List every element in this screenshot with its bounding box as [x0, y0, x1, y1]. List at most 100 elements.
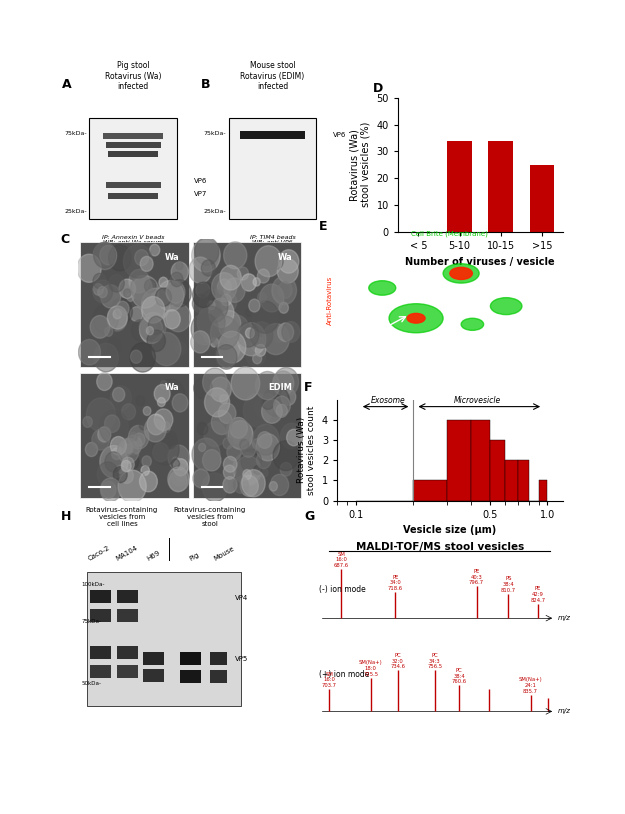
Text: 75kDa-: 75kDa- — [82, 619, 102, 624]
Circle shape — [93, 243, 116, 269]
Text: H: H — [61, 510, 71, 523]
Circle shape — [134, 433, 145, 446]
Circle shape — [144, 417, 166, 442]
Circle shape — [79, 339, 101, 365]
Circle shape — [235, 456, 261, 486]
Circle shape — [98, 427, 111, 442]
Circle shape — [258, 431, 272, 449]
Circle shape — [131, 320, 150, 341]
Circle shape — [246, 309, 253, 317]
Circle shape — [134, 250, 149, 265]
Text: PS
38:4
810.7: PS 38:4 810.7 — [501, 576, 516, 593]
Circle shape — [171, 459, 179, 469]
Text: (-) ion mode: (-) ion mode — [319, 584, 366, 593]
Circle shape — [199, 289, 228, 322]
Circle shape — [152, 332, 181, 365]
Circle shape — [221, 295, 231, 306]
Circle shape — [260, 284, 284, 312]
Bar — [529, 164, 554, 232]
Circle shape — [93, 283, 103, 295]
Circle shape — [221, 292, 237, 312]
Circle shape — [99, 410, 128, 444]
Circle shape — [253, 353, 262, 364]
Circle shape — [272, 276, 296, 304]
Bar — [414, 480, 447, 501]
Bar — [193, 373, 301, 498]
Circle shape — [238, 267, 249, 280]
Circle shape — [91, 335, 113, 360]
Circle shape — [204, 387, 229, 417]
Circle shape — [124, 444, 132, 453]
Circle shape — [251, 301, 279, 333]
Circle shape — [216, 344, 237, 367]
Circle shape — [231, 367, 260, 400]
Circle shape — [261, 436, 281, 460]
Circle shape — [127, 293, 134, 301]
Text: IP: TIM4 beads
WB: anti-VP6: IP: TIM4 beads WB: anti-VP6 — [249, 234, 296, 245]
Bar — [81, 373, 189, 498]
Circle shape — [211, 338, 219, 347]
Circle shape — [107, 339, 121, 354]
Circle shape — [166, 282, 185, 303]
Text: A: A — [62, 78, 71, 91]
Circle shape — [202, 473, 228, 502]
Circle shape — [204, 422, 226, 447]
Circle shape — [218, 331, 246, 363]
Circle shape — [144, 279, 156, 293]
Circle shape — [256, 434, 279, 461]
Circle shape — [279, 250, 299, 274]
Circle shape — [172, 394, 188, 412]
Text: Anti-Rotavirus: Anti-Rotavirus — [327, 275, 332, 325]
Circle shape — [93, 280, 112, 303]
Circle shape — [280, 462, 292, 476]
Circle shape — [176, 470, 186, 482]
Bar — [91, 665, 111, 678]
Circle shape — [118, 470, 146, 502]
Circle shape — [154, 409, 173, 431]
Text: Caco-2: Caco-2 — [88, 545, 111, 562]
Text: IP: Annexin V beads
WB: anti-Wa serum: IP: Annexin V beads WB: anti-Wa serum — [102, 234, 164, 245]
Text: EDIM: EDIM — [268, 383, 292, 392]
Circle shape — [161, 381, 168, 389]
Circle shape — [224, 278, 245, 303]
Circle shape — [121, 461, 131, 472]
Circle shape — [212, 273, 237, 302]
Circle shape — [117, 465, 124, 474]
Text: PC
38:4
760.6: PC 38:4 760.6 — [452, 667, 467, 685]
Circle shape — [137, 253, 145, 263]
Text: SM
16:0
687.6: SM 16:0 687.6 — [334, 552, 349, 568]
Bar — [489, 440, 505, 501]
Circle shape — [136, 396, 145, 406]
Circle shape — [119, 440, 133, 456]
Circle shape — [224, 315, 249, 344]
Text: E: E — [319, 221, 328, 234]
Circle shape — [139, 471, 158, 492]
Circle shape — [110, 299, 132, 325]
Circle shape — [189, 257, 212, 283]
Circle shape — [211, 316, 239, 349]
Circle shape — [152, 434, 179, 465]
Circle shape — [94, 243, 116, 268]
Circle shape — [202, 449, 221, 471]
Circle shape — [120, 468, 133, 484]
Text: Rotavirus-containing
vesicles from
cell lines: Rotavirus-containing vesicles from cell … — [86, 507, 158, 527]
Circle shape — [269, 482, 278, 491]
Circle shape — [241, 449, 261, 473]
Circle shape — [204, 334, 212, 343]
Circle shape — [94, 344, 118, 372]
Text: Rotavirus-containing
vesicles from
stool: Rotavirus-containing vesicles from stool — [174, 507, 246, 527]
Circle shape — [119, 279, 136, 299]
Text: G: G — [304, 510, 315, 523]
Circle shape — [192, 438, 220, 470]
Circle shape — [240, 482, 249, 492]
Circle shape — [125, 453, 139, 470]
Circle shape — [281, 423, 303, 449]
Text: PE
40:3
796.7: PE 40:3 796.7 — [469, 569, 484, 585]
Circle shape — [276, 405, 288, 418]
Circle shape — [129, 269, 149, 293]
Circle shape — [491, 298, 522, 315]
Circle shape — [176, 261, 183, 269]
Circle shape — [199, 444, 206, 452]
Circle shape — [109, 274, 124, 292]
Circle shape — [256, 371, 279, 400]
